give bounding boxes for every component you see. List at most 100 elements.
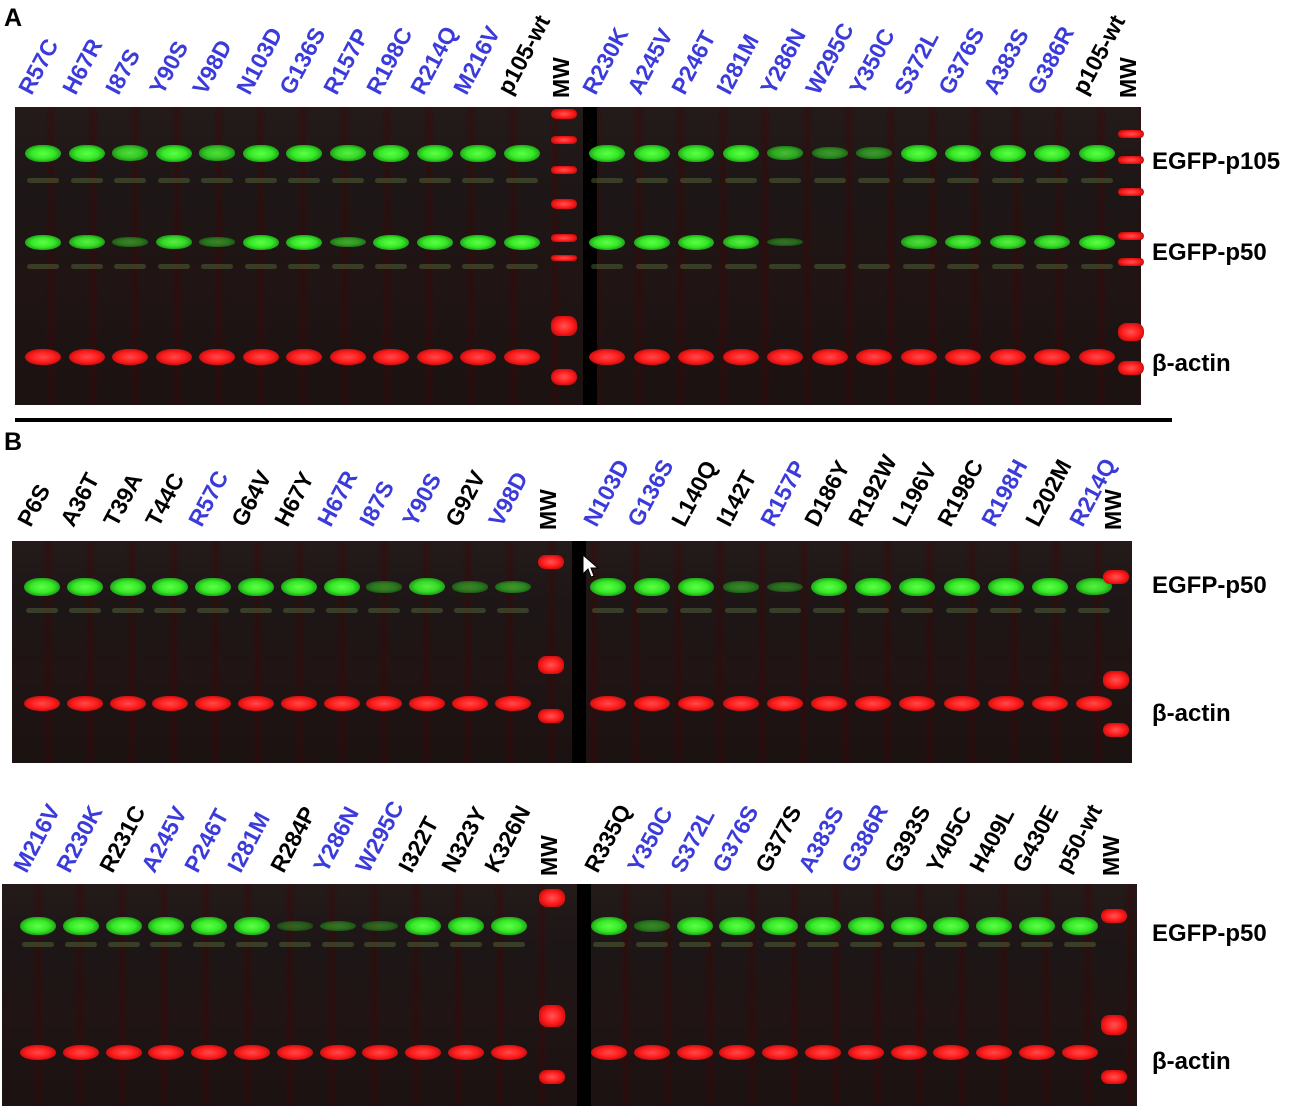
band-actin	[678, 695, 715, 711]
band-actin	[722, 349, 759, 365]
band-ghost	[1036, 264, 1068, 269]
band-p50	[280, 578, 317, 596]
band-p105	[242, 144, 279, 162]
band-actin	[1078, 349, 1115, 365]
band-ghost	[807, 942, 839, 947]
band-actin	[20, 1044, 56, 1060]
band-ghost	[989, 608, 1022, 613]
band-ghost	[278, 942, 311, 947]
band-p50	[323, 578, 360, 596]
band-p105	[460, 144, 496, 162]
band-p50	[195, 578, 232, 596]
lane-label: G393S	[878, 801, 936, 877]
band-ghost	[321, 942, 354, 947]
band-actin	[900, 349, 937, 365]
band-p50	[242, 234, 279, 250]
band-p50	[112, 237, 148, 247]
band-ghost	[244, 264, 277, 269]
lane-label: G136S	[273, 23, 331, 99]
lane-label: W295C	[799, 18, 859, 99]
band-p105	[112, 145, 148, 161]
band-ghost	[201, 264, 233, 269]
band-p50	[409, 578, 446, 596]
band-ghost	[288, 264, 320, 269]
band-label-actin-b-bottom: β-actin	[1152, 1048, 1231, 1075]
band-ghost	[858, 264, 890, 269]
band-p50	[933, 917, 970, 935]
lane-label: N103D	[230, 23, 288, 99]
band-ghost	[680, 608, 713, 613]
band-p50	[24, 578, 60, 596]
lane-label: I281M	[221, 807, 275, 877]
mw-marker	[551, 166, 577, 174]
band-actin	[719, 1044, 756, 1060]
band-p50	[238, 578, 274, 596]
band-ghost	[157, 178, 190, 183]
lane-label: G377S	[750, 801, 807, 877]
band-ghost	[768, 608, 801, 613]
band-actin	[1076, 695, 1113, 711]
band-ghost	[331, 264, 364, 269]
band-ghost	[193, 942, 226, 947]
mw-marker	[538, 555, 564, 569]
lane-label: G64V	[225, 466, 277, 531]
mw-marker	[1118, 188, 1144, 196]
band-ghost	[724, 178, 757, 183]
band-p50	[855, 578, 892, 596]
band-p50	[722, 581, 759, 593]
band-actin	[1019, 1044, 1055, 1060]
mw-marker	[1118, 130, 1144, 138]
band-p50	[1034, 234, 1070, 250]
band-ghost	[26, 608, 58, 613]
band-actin	[362, 1044, 399, 1060]
lane-label: R57C	[183, 466, 234, 531]
band-actin	[805, 1044, 841, 1060]
mw-marker	[539, 889, 565, 907]
band-ghost	[407, 942, 440, 947]
band-p50	[589, 234, 625, 250]
band-p50	[989, 234, 1026, 250]
band-p105	[155, 144, 192, 162]
band-ghost	[154, 608, 187, 613]
band-ghost	[411, 608, 444, 613]
lane-label: R230K	[576, 23, 634, 99]
band-ghost	[858, 178, 890, 183]
band-p105	[811, 147, 848, 159]
lane-label: R214Q	[1064, 453, 1122, 531]
band-p50	[676, 917, 713, 935]
mw-marker	[551, 316, 577, 336]
band-p50	[329, 236, 366, 248]
band-actin	[25, 349, 61, 365]
lane-label: Y90S	[397, 468, 447, 531]
band-label-actin-a: β-actin	[1152, 350, 1231, 377]
band-p50	[943, 578, 980, 596]
band-ghost	[364, 942, 397, 947]
band-actin	[899, 695, 936, 711]
band-p105	[633, 144, 670, 162]
band-actin	[633, 1044, 670, 1060]
band-ghost	[236, 942, 268, 947]
band-ghost	[114, 178, 146, 183]
band-ghost	[593, 942, 625, 947]
lane-label: R157P	[317, 24, 374, 99]
band-label-egfp-p50-a: EGFP-p50	[1152, 239, 1267, 266]
band-actin	[242, 349, 279, 365]
band-p50	[234, 917, 270, 935]
band-p105	[329, 144, 366, 162]
band-p50	[767, 237, 803, 247]
band-actin	[105, 1044, 142, 1060]
lane-label: Y350C	[843, 24, 900, 99]
band-p50	[722, 234, 759, 250]
blot-divider	[577, 884, 591, 1106]
band-actin	[191, 1044, 228, 1060]
band-actin	[976, 1044, 1013, 1060]
lane-label-mw: MW	[535, 489, 561, 530]
band-p50	[460, 234, 496, 250]
lane-label: L140Q	[666, 456, 723, 531]
lane-label: R214Q	[404, 21, 462, 99]
mw-marker	[1118, 361, 1144, 375]
mw-marker	[538, 709, 564, 723]
mw-marker	[538, 656, 564, 674]
blot-divider	[583, 107, 597, 405]
lane-label: T39A	[97, 468, 147, 531]
